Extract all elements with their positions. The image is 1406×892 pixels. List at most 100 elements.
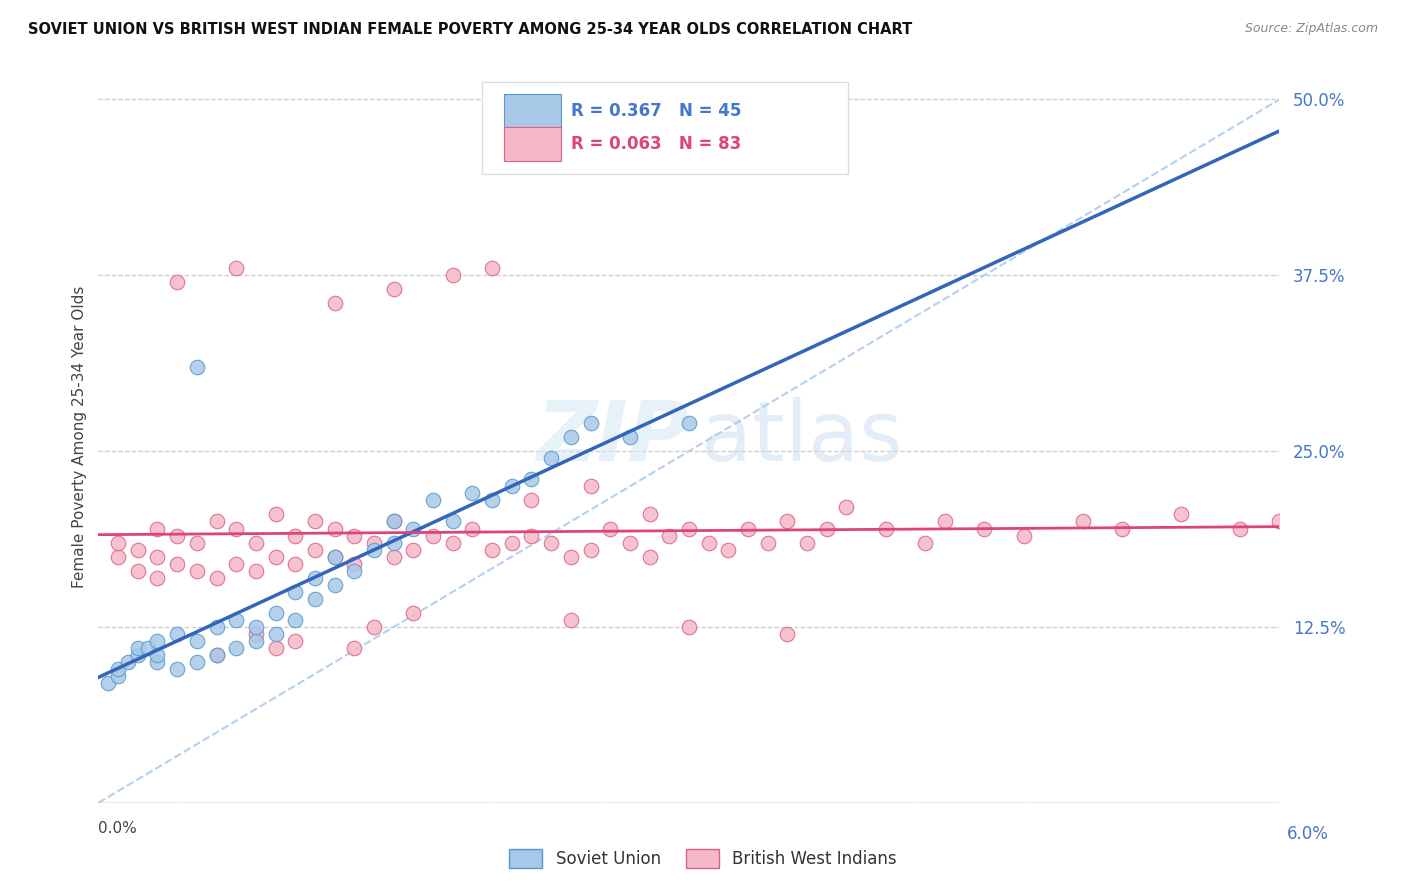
Point — [579, 542, 602, 557]
Point — [245, 535, 267, 549]
Point — [284, 613, 307, 627]
Point — [1012, 528, 1035, 542]
Point — [599, 521, 621, 535]
Point — [717, 542, 740, 557]
Point — [1071, 515, 1094, 529]
Point — [166, 528, 188, 542]
Point — [363, 542, 385, 557]
Point — [619, 430, 641, 444]
Point — [382, 535, 405, 549]
Point — [441, 268, 464, 283]
Point — [776, 515, 799, 529]
Text: 6.0%: 6.0% — [1286, 825, 1329, 843]
Point — [146, 549, 169, 564]
Point — [934, 515, 956, 529]
Point — [205, 620, 228, 634]
Point — [579, 479, 602, 493]
FancyBboxPatch shape — [503, 127, 561, 161]
Point — [225, 641, 247, 656]
Point — [678, 416, 700, 430]
Point — [756, 535, 779, 549]
Point — [323, 521, 346, 535]
Point — [127, 564, 149, 578]
Text: atlas: atlas — [700, 397, 903, 477]
Point — [540, 535, 562, 549]
Point — [245, 627, 267, 641]
Point — [422, 528, 444, 542]
Point — [697, 535, 720, 549]
Point — [678, 620, 700, 634]
Point — [579, 416, 602, 430]
Point — [107, 669, 129, 683]
Text: R = 0.367   N = 45: R = 0.367 N = 45 — [571, 102, 741, 120]
Point — [382, 282, 405, 296]
Point — [264, 627, 287, 641]
Point — [146, 571, 169, 585]
Point — [205, 648, 228, 662]
FancyBboxPatch shape — [482, 82, 848, 174]
Point — [501, 479, 523, 493]
Point — [638, 549, 661, 564]
Point — [343, 641, 366, 656]
Text: R = 0.063   N = 83: R = 0.063 N = 83 — [571, 135, 741, 153]
Point — [1229, 521, 1251, 535]
Point — [481, 261, 503, 276]
Point — [186, 535, 208, 549]
FancyBboxPatch shape — [503, 94, 561, 128]
Point — [363, 535, 385, 549]
Point — [284, 634, 307, 648]
Point — [343, 564, 366, 578]
Text: 0.0%: 0.0% — [98, 821, 138, 836]
Point — [382, 515, 405, 529]
Point — [136, 641, 159, 656]
Point — [146, 655, 169, 669]
Point — [304, 591, 326, 606]
Point — [323, 578, 346, 592]
Point — [304, 542, 326, 557]
Point — [560, 430, 582, 444]
Point — [205, 648, 228, 662]
Point — [402, 521, 425, 535]
Point — [166, 557, 188, 571]
Point — [264, 508, 287, 522]
Point — [461, 521, 484, 535]
Point — [146, 521, 169, 535]
Point — [422, 493, 444, 508]
Point — [540, 451, 562, 466]
Point — [284, 584, 307, 599]
Point — [186, 359, 208, 374]
Point — [382, 515, 405, 529]
Point — [520, 472, 543, 486]
Point — [815, 521, 838, 535]
Point — [127, 648, 149, 662]
Point — [166, 627, 188, 641]
Point — [776, 627, 799, 641]
Point — [146, 648, 169, 662]
Point — [166, 662, 188, 676]
Point — [1111, 521, 1133, 535]
Point — [107, 662, 129, 676]
Point — [304, 515, 326, 529]
Point — [461, 486, 484, 500]
Point — [166, 276, 188, 290]
Point — [835, 500, 858, 515]
Point — [264, 549, 287, 564]
Point — [1308, 500, 1330, 515]
Point — [245, 564, 267, 578]
Point — [560, 613, 582, 627]
Point — [501, 535, 523, 549]
Point — [638, 508, 661, 522]
Point — [678, 521, 700, 535]
Point — [186, 634, 208, 648]
Y-axis label: Female Poverty Among 25-34 Year Olds: Female Poverty Among 25-34 Year Olds — [72, 286, 87, 588]
Point — [343, 528, 366, 542]
Point — [402, 542, 425, 557]
Point — [441, 535, 464, 549]
Point — [382, 549, 405, 564]
Point — [284, 557, 307, 571]
Legend: Soviet Union, British West Indians: Soviet Union, British West Indians — [502, 842, 904, 875]
Point — [264, 641, 287, 656]
Point — [186, 655, 208, 669]
Point — [245, 620, 267, 634]
Point — [107, 549, 129, 564]
